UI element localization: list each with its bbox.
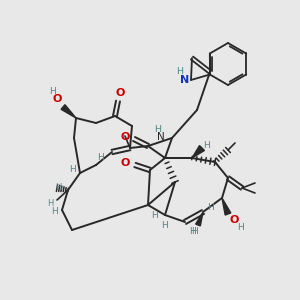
Text: H: H	[176, 68, 184, 76]
Text: H: H	[189, 227, 195, 236]
Text: N: N	[180, 75, 190, 85]
Text: H: H	[98, 154, 104, 163]
Text: H: H	[190, 227, 197, 236]
Text: H: H	[51, 208, 57, 217]
Text: O: O	[120, 132, 130, 142]
Polygon shape	[61, 105, 76, 118]
Text: H: H	[238, 224, 244, 232]
Text: O: O	[115, 88, 125, 98]
Text: H: H	[55, 184, 61, 193]
Text: H: H	[207, 202, 213, 211]
Text: H: H	[162, 221, 168, 230]
Text: N: N	[157, 132, 165, 142]
Polygon shape	[222, 198, 231, 215]
Text: H: H	[154, 125, 161, 134]
Text: O: O	[52, 94, 62, 104]
Text: H: H	[204, 140, 210, 149]
Text: H: H	[50, 86, 56, 95]
Polygon shape	[192, 146, 205, 158]
Polygon shape	[196, 212, 203, 226]
Text: H: H	[152, 211, 158, 220]
Text: H: H	[47, 199, 53, 208]
Text: O: O	[120, 158, 130, 168]
Text: H: H	[69, 166, 75, 175]
Text: O: O	[229, 215, 239, 225]
